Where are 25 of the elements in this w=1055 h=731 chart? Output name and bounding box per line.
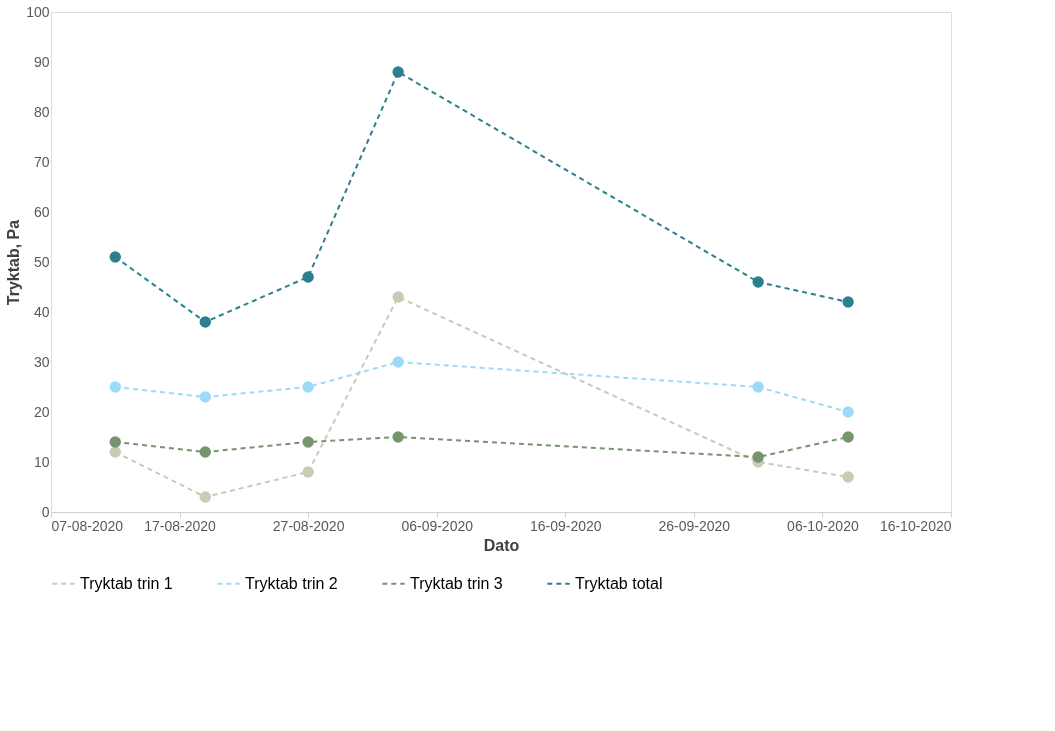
x-tick-label: 26-09-2020 xyxy=(658,517,731,534)
y-tick-label: 20 xyxy=(33,403,50,420)
legend-label: Tryktab trin 2 xyxy=(245,574,338,592)
legend-label: Tryktab trin 3 xyxy=(410,574,503,592)
y-axis-title: Tryktab, Pa xyxy=(5,219,23,306)
x-tick-label: 07-08-2020 xyxy=(51,517,124,534)
legend-label: Tryktab trin 1 xyxy=(80,574,173,592)
y-tick-label: 40 xyxy=(33,303,50,320)
x-tick-label: 17-08-2020 xyxy=(144,517,217,534)
y-tick-label: 90 xyxy=(33,53,50,70)
x-axis-title: Dato xyxy=(483,536,520,554)
y-tick-label: 50 xyxy=(33,253,50,270)
y-tick-label: 0 xyxy=(41,503,50,520)
x-tick-label: 06-09-2020 xyxy=(401,517,474,534)
y-tick-label: 10 xyxy=(33,453,50,470)
y-tick-label: 70 xyxy=(33,153,50,170)
x-tick-label: 16-10-2020 xyxy=(879,517,952,534)
y-tick-label: 30 xyxy=(33,353,50,370)
legend-label: Tryktab total xyxy=(575,574,663,592)
x-tick-label: 27-08-2020 xyxy=(272,517,345,534)
y-tick-label: 60 xyxy=(33,203,50,220)
y-tick-label: 80 xyxy=(33,103,50,120)
x-tick-label: 16-09-2020 xyxy=(529,517,602,534)
y-tick-label: 100 xyxy=(26,3,50,20)
x-tick-label: 06-10-2020 xyxy=(787,517,859,534)
